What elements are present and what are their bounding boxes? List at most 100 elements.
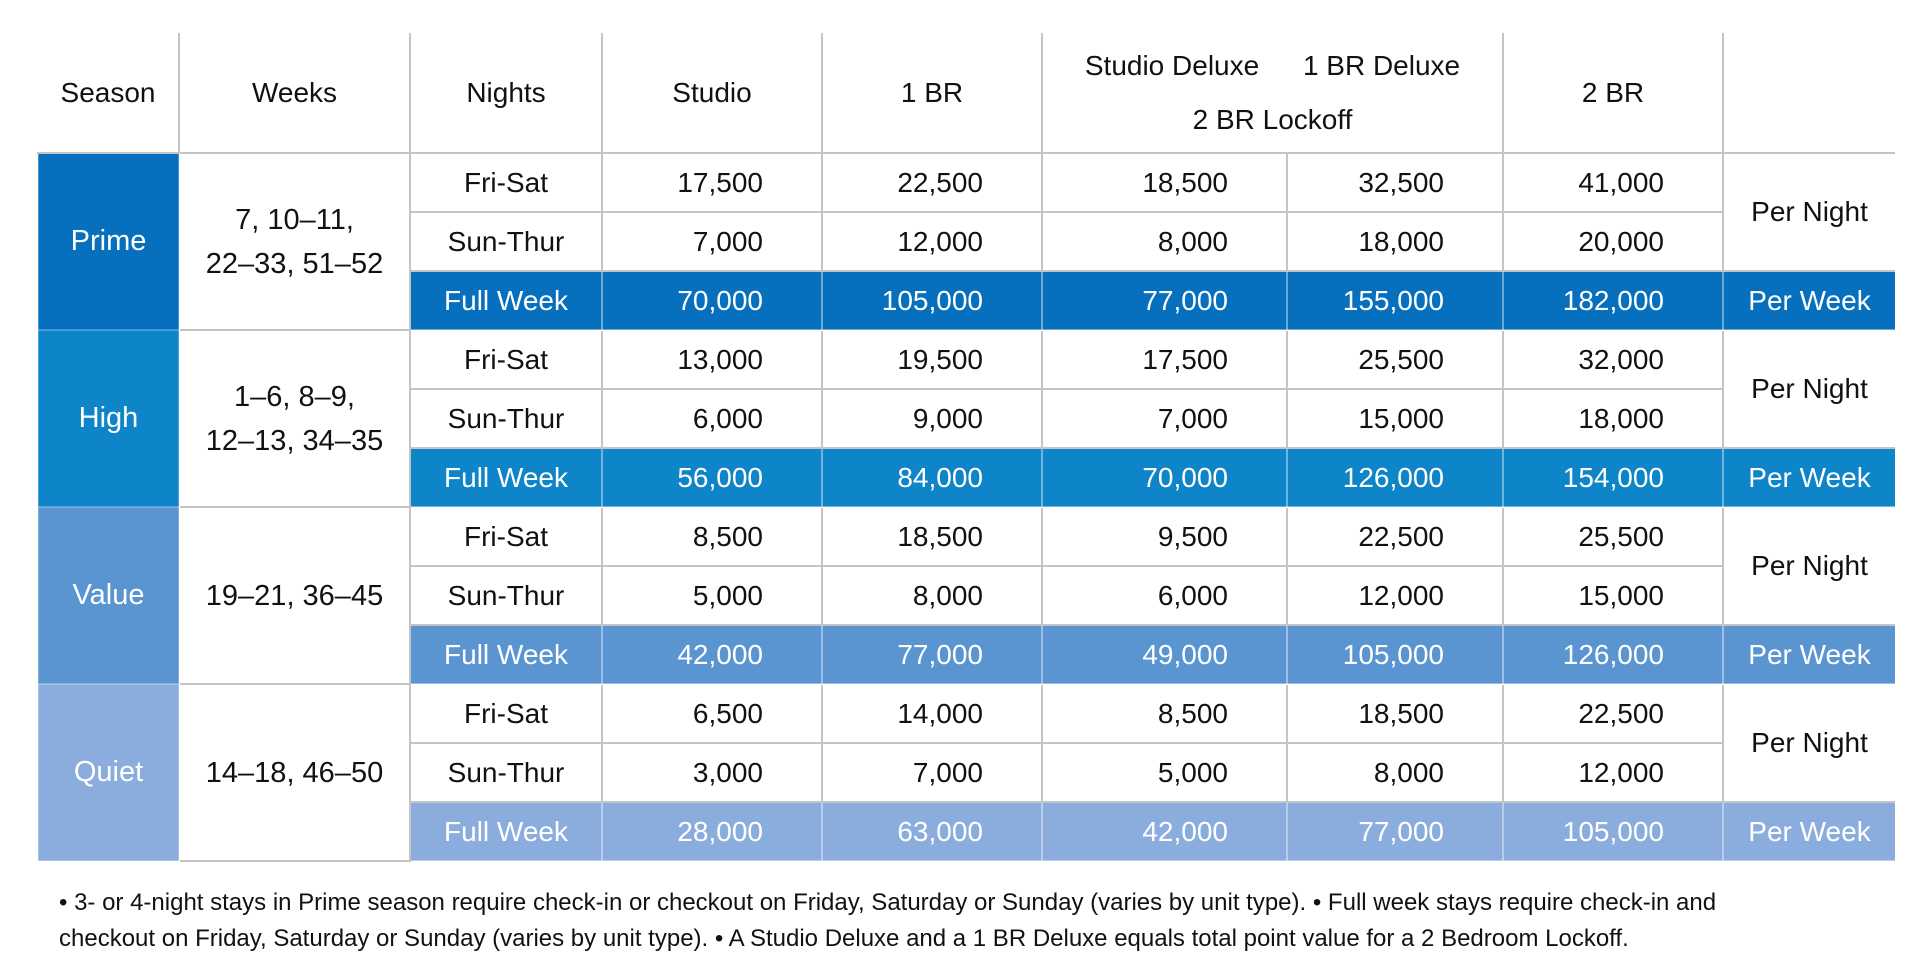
header-season: Season bbox=[38, 33, 180, 154]
table-row: Sun-Thur 6,000 9,000 7,000 15,000 18,000 bbox=[38, 388, 1895, 449]
header-2br-lockoff: 2 BR Lockoff bbox=[1192, 103, 1353, 135]
points-studio: 5,000 bbox=[601, 565, 823, 626]
points-br1: 105,000 bbox=[821, 270, 1043, 331]
season-weeks: 19–21, 36–45 bbox=[178, 506, 411, 685]
points-studio: 7,000 bbox=[601, 211, 823, 272]
table-row: Sun-Thur 3,000 7,000 5,000 8,000 12,000 bbox=[38, 742, 1895, 803]
points-br2: 182,000 bbox=[1502, 270, 1724, 331]
points-br1: 84,000 bbox=[821, 447, 1043, 508]
points-br1-deluxe: 77,000 bbox=[1286, 801, 1504, 862]
points-studio: 6,500 bbox=[601, 683, 823, 744]
footnotes: • 3- or 4-night stays in Prime season re… bbox=[59, 885, 1889, 957]
nights-label: Full Week bbox=[409, 270, 603, 331]
table-row: High 1–6, 8–9, 12–13, 34–35 Fri-Sat 13,000 19… bbox=[37, 329, 1895, 508]
header-row: Season Weeks Nights Studio 1 BR Studio D… bbox=[38, 33, 1895, 154]
points-studio-deluxe: 42,000 bbox=[1041, 801, 1288, 862]
season-name: Quiet bbox=[37, 683, 180, 862]
footnote-line-1: • 3- or 4-night stays in Prime season re… bbox=[59, 889, 1717, 916]
per-night-label: Per Night bbox=[1722, 329, 1895, 449]
points-br1: 7,000 bbox=[821, 742, 1043, 803]
points-studio-deluxe: 9,500 bbox=[1041, 506, 1288, 567]
points-br1-deluxe: 105,000 bbox=[1286, 624, 1504, 685]
header-1br: 1 BR bbox=[821, 33, 1043, 154]
weeks-line-2: 22–33, 51–52 bbox=[205, 247, 384, 280]
per-night-label: Per Night bbox=[1722, 152, 1895, 272]
points-br1: 8,000 bbox=[821, 565, 1043, 626]
header-lockoff-group: Studio Deluxe 1 BR Deluxe 2 BR Lockoff bbox=[1041, 33, 1504, 154]
points-br2: 32,000 bbox=[1502, 329, 1724, 390]
points-br1: 22,500 bbox=[821, 152, 1043, 213]
table-row: Sun-Thur 7,000 12,000 8,000 18,000 20,000 bbox=[38, 211, 1895, 272]
nights-label: Sun-Thur bbox=[409, 388, 603, 449]
points-studio-deluxe: 77,000 bbox=[1041, 270, 1288, 331]
nights-label: Full Week bbox=[409, 447, 603, 508]
points-studio-deluxe: 49,000 bbox=[1041, 624, 1288, 685]
points-br2: 22,500 bbox=[1502, 683, 1724, 744]
header-nights: Nights bbox=[409, 33, 603, 154]
per-week-label: Per Week bbox=[1722, 624, 1895, 685]
points-studio: 42,000 bbox=[601, 624, 823, 685]
table-row: Value 19–21, 36–45 Fri-Sat 8,500 18,500 9,500… bbox=[37, 506, 1895, 685]
nights-label: Fri-Sat bbox=[409, 152, 603, 213]
points-br1: 14,000 bbox=[821, 683, 1043, 744]
points-br2: 12,000 bbox=[1502, 742, 1723, 803]
points-br1-deluxe: 8,000 bbox=[1286, 742, 1504, 803]
points-br1: 9,000 bbox=[821, 388, 1043, 449]
points-br1-deluxe: 22,500 bbox=[1286, 506, 1504, 567]
points-studio-deluxe: 17,500 bbox=[1041, 329, 1288, 390]
nights-label: Sun-Thur bbox=[409, 742, 603, 803]
points-studio-deluxe: 18,500 bbox=[1041, 152, 1288, 213]
weeks-line-1: 7, 10–11, bbox=[235, 203, 354, 236]
points-br1-deluxe: 126,000 bbox=[1286, 447, 1504, 508]
nights-label: Full Week bbox=[409, 801, 603, 862]
points-br2: 105,000 bbox=[1502, 801, 1724, 862]
season-weeks: 1–6, 8–9, 12–13, 34–35 bbox=[178, 329, 411, 508]
nights-label: Sun-Thur bbox=[409, 211, 603, 272]
points-studio-deluxe: 70,000 bbox=[1041, 447, 1288, 508]
header-1br-deluxe: 1 BR Deluxe bbox=[1302, 49, 1461, 81]
points-br1-deluxe: 18,500 bbox=[1286, 683, 1504, 744]
per-week-label: Per Week bbox=[1722, 801, 1895, 862]
points-br2: 20,000 bbox=[1502, 211, 1723, 272]
per-week-label: Per Week bbox=[1722, 270, 1895, 331]
header-unit bbox=[1722, 33, 1895, 154]
nights-label: Fri-Sat bbox=[409, 329, 603, 390]
points-studio: 70,000 bbox=[601, 270, 823, 331]
points-br2: 25,500 bbox=[1502, 506, 1724, 567]
per-week-label: Per Week bbox=[1722, 447, 1895, 508]
points-br1-deluxe: 15,000 bbox=[1286, 388, 1504, 449]
points-br1-deluxe: 155,000 bbox=[1286, 270, 1504, 331]
header-studio-deluxe: Studio Deluxe bbox=[1084, 49, 1260, 81]
points-br1-deluxe: 32,500 bbox=[1286, 152, 1504, 213]
points-studio: 17,500 bbox=[601, 152, 823, 213]
points-studio-deluxe: 6,000 bbox=[1041, 565, 1288, 626]
season-name: Prime bbox=[37, 152, 180, 331]
weeks-line-2: 12–13, 34–35 bbox=[205, 424, 384, 457]
points-studio: 8,500 bbox=[601, 506, 823, 567]
points-studio-deluxe: 5,000 bbox=[1041, 742, 1288, 803]
points-studio: 56,000 bbox=[601, 447, 823, 508]
points-studio: 13,000 bbox=[601, 329, 823, 390]
points-br2: 41,000 bbox=[1502, 152, 1724, 213]
weeks-line-1: 19–21, 36–45 bbox=[205, 579, 384, 612]
nights-label: Fri-Sat bbox=[409, 506, 603, 567]
per-night-label: Per Night bbox=[1722, 506, 1895, 626]
header-weeks: Weeks bbox=[178, 33, 411, 154]
points-br1: 77,000 bbox=[821, 624, 1043, 685]
points-br1: 63,000 bbox=[821, 801, 1043, 862]
points-br2: 154,000 bbox=[1502, 447, 1724, 508]
points-br1: 18,500 bbox=[821, 506, 1043, 567]
points-br2: 126,000 bbox=[1502, 624, 1724, 685]
weeks-line-1: 1–6, 8–9, bbox=[234, 380, 355, 413]
points-br2: 18,000 bbox=[1502, 388, 1723, 449]
header-2br: 2 BR bbox=[1502, 33, 1724, 154]
points-br2: 15,000 bbox=[1502, 565, 1723, 626]
table-row: Prime 7, 10–11, 22–33, 51–52 Fri-Sat 17,500 2… bbox=[37, 152, 1895, 331]
weeks-line-1: 14–18, 46–50 bbox=[205, 756, 384, 789]
footnote-line-2: checkout on Friday, Saturday or Sunday (… bbox=[59, 925, 1629, 952]
points-studio: 3,000 bbox=[601, 742, 823, 803]
points-studio-deluxe: 8,000 bbox=[1041, 211, 1288, 272]
points-br1: 19,500 bbox=[821, 329, 1043, 390]
points-table: Season Weeks Nights Studio 1 BR Studio D… bbox=[37, 33, 1895, 862]
season-name: High bbox=[37, 329, 180, 508]
